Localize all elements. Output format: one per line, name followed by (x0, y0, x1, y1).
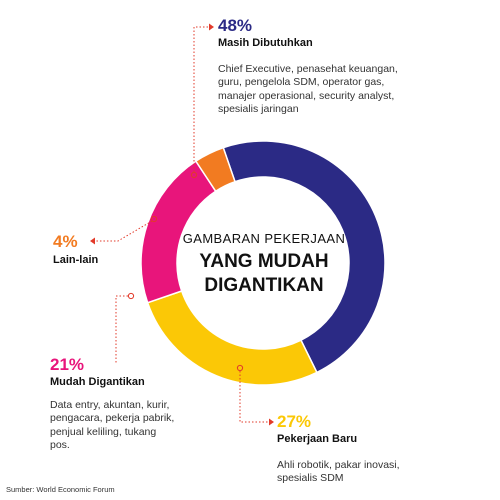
chart-title-line2: YANG MUDAH (199, 251, 329, 272)
donut-slice-pekerjaan-baru (146, 290, 318, 386)
label-category-pekerjaan-baru: Pekerjaan Baru (277, 433, 358, 445)
leader-dot-pekerjaan-baru (236, 364, 244, 372)
label-percent-mudah-digantikan: 21% (50, 355, 85, 374)
description-mudah-digantikan: Data entry, akuntan, kurir, pengacara, p… (50, 399, 175, 452)
leader-arrow-pekerjaan-baru (269, 418, 274, 426)
leader-line-masih-dibutuhkan (193, 26, 210, 172)
source-note: Sumber: World Economic Forum (6, 485, 115, 494)
chart-title-main: YANG MUDAH DIGANTIKAN (174, 250, 354, 298)
leader-arrow-masih-dibutuhkan (209, 23, 214, 31)
leader-dot-mudah-digantikan (127, 292, 135, 300)
chart-title-line1: GAMBARAN PEKERJAAN (182, 231, 346, 246)
label-percent-masih-dibutuhkan: 48% (218, 16, 253, 35)
label-category-mudah-digantikan: Mudah Digantikan (50, 376, 145, 388)
description-pekerjaan-baru: Ahli robotik, pakar inovasi, spesialis S… (277, 459, 400, 485)
donut-slice-lain-lain (194, 146, 236, 193)
leader-dot-masih-dibutuhkan (190, 171, 198, 179)
description-masih-dibutuhkan: Chief Executive, penasehat keuangan, gur… (218, 63, 398, 116)
leader-dot-lain-lain (150, 215, 158, 223)
label-percent-lain-lain: 4% (53, 232, 78, 251)
leader-arrow-lain-lain (90, 237, 95, 245)
label-percent-pekerjaan-baru: 27% (277, 412, 312, 431)
chart-title-line3: DIGANTIKAN (204, 275, 324, 296)
leader-line-lain-lain (96, 220, 153, 242)
label-category-lain-lain: Lain-lain (53, 254, 99, 266)
label-category-masih-dibutuhkan: Masih Dibutuhkan (218, 37, 313, 49)
leader-line-mudah-digantikan (115, 295, 128, 364)
donut-slice-masih-dibutuhkan (222, 140, 386, 374)
